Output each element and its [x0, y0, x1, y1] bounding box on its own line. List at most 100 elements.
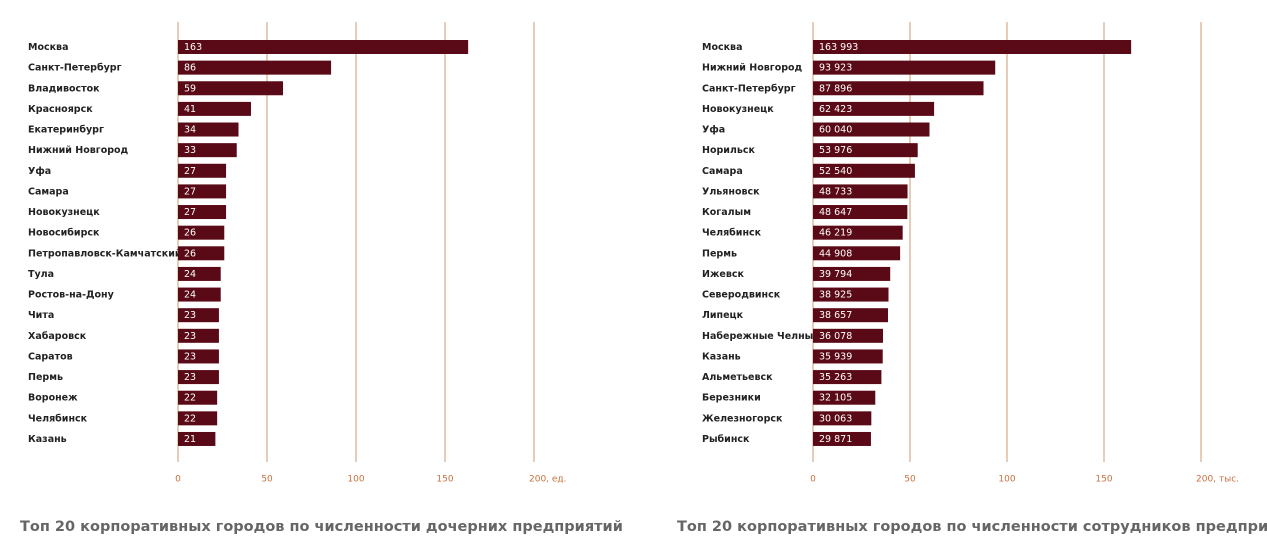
bar: [813, 411, 872, 426]
bar: [813, 143, 918, 158]
x-tick-label: 100: [347, 475, 364, 485]
category-label: Екатеринбург: [28, 125, 104, 136]
x-tick-label: 0: [175, 475, 181, 485]
bar: [178, 101, 251, 116]
x-tick-label: 0: [810, 475, 816, 485]
bar: [813, 122, 930, 137]
category-label: Москва: [702, 42, 742, 53]
value-label: 87 896: [819, 83, 852, 94]
category-label: Альметьевск: [702, 372, 773, 383]
bar: [178, 40, 469, 54]
bar: [813, 246, 901, 261]
value-label: 27: [184, 207, 196, 218]
bar: [178, 122, 239, 137]
x-tick-label: 50: [261, 475, 273, 485]
category-label: Норильск: [702, 145, 756, 156]
category-label: Челябинск: [28, 413, 88, 424]
bar: [178, 163, 227, 178]
x-tick-label: 150: [1095, 475, 1112, 485]
value-label: 23: [184, 372, 196, 383]
bar: [178, 287, 221, 302]
category-label: Тула: [28, 269, 54, 280]
category-label: Казань: [702, 351, 741, 362]
bar: [813, 163, 915, 178]
value-label: 30 063: [819, 413, 852, 424]
value-label: 163 993: [819, 42, 858, 53]
category-label: Пермь: [702, 248, 737, 259]
x-tick-label: 150: [436, 475, 453, 485]
bar: [178, 390, 218, 405]
value-label: 23: [184, 331, 196, 342]
category-label: Санкт-Петербург: [702, 83, 796, 94]
category-label: Воронеж: [28, 393, 78, 404]
value-label: 60 040: [819, 125, 852, 136]
chart-title: Топ 20 корпоративных городов по численно…: [20, 519, 623, 535]
value-label: 41: [184, 104, 196, 115]
value-label: 27: [184, 186, 196, 197]
value-label: 35 263: [819, 372, 852, 383]
bar: [178, 60, 332, 75]
category-label: Хабаровск: [28, 331, 87, 342]
category-label: Казань: [28, 434, 67, 445]
category-label: Самара: [702, 166, 743, 177]
value-label: 52 540: [819, 166, 852, 177]
category-label: Северодвинск: [702, 290, 781, 301]
bar: [813, 287, 889, 302]
value-label: 26: [184, 248, 196, 259]
bar: [813, 205, 908, 220]
bar: [178, 81, 284, 96]
category-label: Самара: [28, 186, 69, 197]
bar: [813, 349, 883, 364]
value-label: 39 794: [819, 269, 852, 280]
bar: [178, 328, 219, 343]
value-label: 48 647: [819, 207, 852, 218]
category-label: Рыбинск: [702, 434, 750, 445]
category-label: Новокузнецк: [28, 207, 100, 218]
value-label: 32 105: [819, 393, 852, 404]
value-label: 48 733: [819, 186, 852, 197]
value-label: 24: [184, 269, 196, 280]
bar: [178, 349, 219, 364]
value-label: 38 925: [819, 290, 852, 301]
bar: [813, 431, 871, 446]
bar: [178, 411, 218, 426]
category-label: Когалым: [702, 207, 751, 218]
value-label: 29 871: [819, 434, 852, 445]
bar: [813, 60, 996, 75]
category-label: Ростов-на-Дону: [28, 290, 115, 301]
category-label: Ульяновск: [702, 186, 760, 197]
category-label: Владивосток: [28, 83, 100, 94]
x-tick-label: 200, тыс.: [1196, 475, 1239, 485]
category-label: Нижний Новгород: [702, 63, 803, 74]
category-label: Петропавловск-Камчатский: [28, 248, 182, 259]
bar: [178, 431, 216, 446]
bar: [813, 390, 876, 405]
value-label: 23: [184, 310, 196, 321]
value-label: 34: [184, 125, 196, 136]
category-label: Саратов: [28, 351, 73, 362]
bar: [178, 184, 227, 199]
category-label: Липецк: [702, 310, 744, 321]
bar: [813, 370, 882, 385]
value-label: 59: [184, 83, 196, 94]
bar: [813, 101, 935, 116]
category-label: Железногорск: [702, 413, 783, 424]
value-label: 46 219: [819, 228, 852, 239]
chart-title: Топ 20 корпоративных городов по численно…: [677, 519, 1267, 535]
value-label: 53 976: [819, 145, 852, 156]
category-label: Уфа: [28, 166, 51, 177]
bar: [178, 370, 219, 385]
value-label: 36 078: [819, 331, 852, 342]
value-label: 23: [184, 351, 196, 362]
x-tick-label: 200, ед.: [529, 475, 567, 485]
category-label: Пермь: [28, 372, 63, 383]
category-label: Уфа: [702, 125, 725, 136]
bar: [178, 266, 221, 281]
category-label: Ижевск: [702, 269, 744, 280]
bar: [813, 184, 908, 199]
bar: [178, 225, 225, 240]
category-label: Новокузнецк: [702, 104, 774, 115]
value-label: 22: [184, 413, 196, 424]
category-label: Санкт-Петербург: [28, 63, 122, 74]
